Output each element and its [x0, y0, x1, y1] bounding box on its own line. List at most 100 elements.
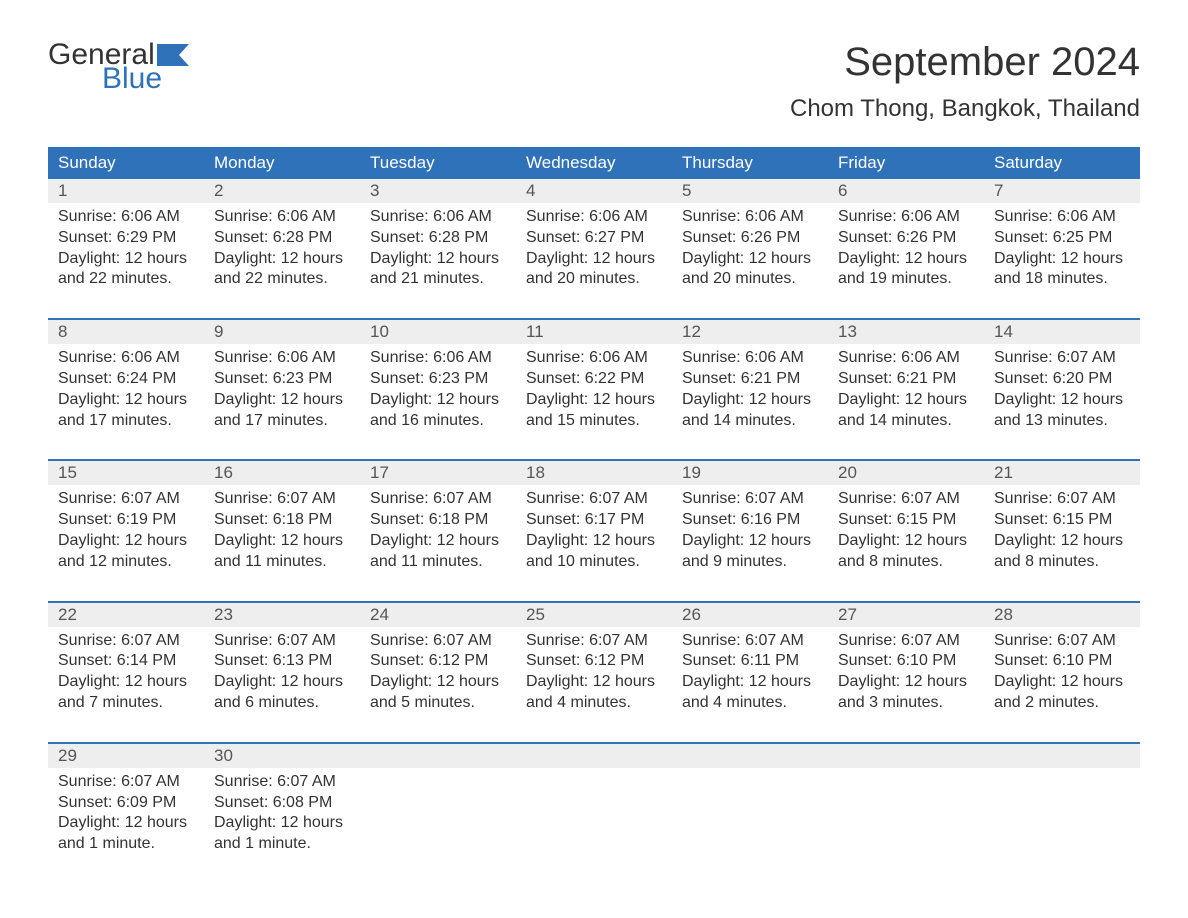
daylight-text-1: Daylight: 12 hours — [58, 531, 194, 552]
day-number-cell — [360, 743, 516, 768]
daylight-text-1: Daylight: 12 hours — [526, 249, 662, 270]
day-body-row: Sunrise: 6:07 AMSunset: 6:14 PMDaylight:… — [48, 627, 1140, 743]
sunrise-text: Sunrise: 6:07 AM — [526, 489, 662, 510]
day-detail-cell: Sunrise: 6:07 AMSunset: 6:14 PMDaylight:… — [48, 627, 204, 743]
daylight-text-1: Daylight: 12 hours — [526, 672, 662, 693]
sunrise-text: Sunrise: 6:06 AM — [58, 207, 194, 228]
sunset-text: Sunset: 6:15 PM — [838, 510, 974, 531]
day-number-row: 15161718192021 — [48, 460, 1140, 485]
day-number-row: 891011121314 — [48, 319, 1140, 344]
day-number-cell: 19 — [672, 460, 828, 485]
day-number-cell: 3 — [360, 179, 516, 203]
sunrise-text: Sunrise: 6:06 AM — [526, 207, 662, 228]
day-number-cell: 13 — [828, 319, 984, 344]
sunrise-text: Sunrise: 6:07 AM — [58, 772, 194, 793]
weekday-header: Thursday — [672, 147, 828, 179]
day-number-cell: 27 — [828, 602, 984, 627]
sunset-text: Sunset: 6:12 PM — [526, 651, 662, 672]
sunset-text: Sunset: 6:24 PM — [58, 369, 194, 390]
day-number-cell: 2 — [204, 179, 360, 203]
weekday-header: Sunday — [48, 147, 204, 179]
day-detail-cell: Sunrise: 6:07 AMSunset: 6:16 PMDaylight:… — [672, 485, 828, 601]
day-number-cell: 28 — [984, 602, 1140, 627]
daylight-text-2: and 22 minutes. — [214, 269, 350, 290]
daylight-text-2: and 10 minutes. — [526, 552, 662, 573]
daylight-text-1: Daylight: 12 hours — [838, 531, 974, 552]
day-number-cell: 9 — [204, 319, 360, 344]
daylight-text-2: and 11 minutes. — [370, 552, 506, 573]
sunrise-text: Sunrise: 6:06 AM — [682, 207, 818, 228]
sunset-text: Sunset: 6:18 PM — [370, 510, 506, 531]
sunrise-text: Sunrise: 6:07 AM — [994, 631, 1130, 652]
daylight-text-1: Daylight: 12 hours — [994, 249, 1130, 270]
day-number-cell: 20 — [828, 460, 984, 485]
weekday-header: Wednesday — [516, 147, 672, 179]
sunrise-text: Sunrise: 6:07 AM — [214, 631, 350, 652]
sunrise-text: Sunrise: 6:06 AM — [994, 207, 1130, 228]
daylight-text-2: and 5 minutes. — [370, 693, 506, 714]
daylight-text-1: Daylight: 12 hours — [994, 672, 1130, 693]
daylight-text-2: and 14 minutes. — [838, 411, 974, 432]
day-detail-cell — [828, 768, 984, 883]
day-body-row: Sunrise: 6:07 AMSunset: 6:19 PMDaylight:… — [48, 485, 1140, 601]
day-detail-cell: Sunrise: 6:07 AMSunset: 6:10 PMDaylight:… — [984, 627, 1140, 743]
day-number-row: 22232425262728 — [48, 602, 1140, 627]
day-detail-cell: Sunrise: 6:06 AMSunset: 6:27 PMDaylight:… — [516, 203, 672, 319]
day-detail-cell: Sunrise: 6:06 AMSunset: 6:29 PMDaylight:… — [48, 203, 204, 319]
daylight-text-2: and 1 minute. — [214, 834, 350, 855]
daylight-text-2: and 9 minutes. — [682, 552, 818, 573]
day-detail-cell: Sunrise: 6:06 AMSunset: 6:24 PMDaylight:… — [48, 344, 204, 460]
sunset-text: Sunset: 6:10 PM — [838, 651, 974, 672]
day-detail-cell: Sunrise: 6:07 AMSunset: 6:20 PMDaylight:… — [984, 344, 1140, 460]
daylight-text-1: Daylight: 12 hours — [838, 390, 974, 411]
daylight-text-1: Daylight: 12 hours — [214, 249, 350, 270]
day-number-cell: 10 — [360, 319, 516, 344]
day-number-cell: 6 — [828, 179, 984, 203]
calendar-table: Sunday Monday Tuesday Wednesday Thursday… — [48, 147, 1140, 883]
day-number-row: 2930 — [48, 743, 1140, 768]
daylight-text-1: Daylight: 12 hours — [526, 390, 662, 411]
sunrise-text: Sunrise: 6:06 AM — [370, 207, 506, 228]
day-detail-cell: Sunrise: 6:07 AMSunset: 6:18 PMDaylight:… — [204, 485, 360, 601]
day-number-cell: 17 — [360, 460, 516, 485]
brand-logo: General Blue — [48, 40, 189, 94]
daylight-text-1: Daylight: 12 hours — [58, 249, 194, 270]
day-number-cell: 29 — [48, 743, 204, 768]
sunrise-text: Sunrise: 6:07 AM — [838, 489, 974, 510]
sunset-text: Sunset: 6:28 PM — [214, 228, 350, 249]
daylight-text-1: Daylight: 12 hours — [838, 249, 974, 270]
daylight-text-2: and 6 minutes. — [214, 693, 350, 714]
daylight-text-2: and 13 minutes. — [994, 411, 1130, 432]
daylight-text-1: Daylight: 12 hours — [682, 672, 818, 693]
day-number-cell — [828, 743, 984, 768]
sunrise-text: Sunrise: 6:07 AM — [994, 489, 1130, 510]
day-body-row: Sunrise: 6:07 AMSunset: 6:09 PM Daylight:… — [48, 768, 1140, 883]
sunrise-text: Sunrise: 6:06 AM — [838, 348, 974, 369]
daylight-text-1: Daylight: 12 hours — [214, 672, 350, 693]
day-number-cell — [984, 743, 1140, 768]
daylight-text-1: Daylight: 12 hours — [682, 249, 818, 270]
daylight-text-2: and 20 minutes. — [526, 269, 662, 290]
day-number-cell — [516, 743, 672, 768]
day-number-cell: 25 — [516, 602, 672, 627]
sunrise-text: Sunrise: 6:07 AM — [994, 348, 1130, 369]
sunset-text: Sunset: 6:20 PM — [994, 369, 1130, 390]
day-number-cell: 12 — [672, 319, 828, 344]
weekday-header-row: Sunday Monday Tuesday Wednesday Thursday… — [48, 147, 1140, 179]
day-number-cell: 15 — [48, 460, 204, 485]
sunset-text: Sunset: 6:23 PM — [214, 369, 350, 390]
sunrise-text: Sunrise: 6:06 AM — [214, 348, 350, 369]
day-detail-cell: Sunrise: 6:06 AMSunset: 6:21 PMDaylight:… — [828, 344, 984, 460]
day-detail-cell: Sunrise: 6:07 AMSunset: 6:18 PMDaylight:… — [360, 485, 516, 601]
sunset-text: Sunset: 6:17 PM — [526, 510, 662, 531]
day-detail-cell: Sunrise: 6:06 AMSunset: 6:21 PMDaylight:… — [672, 344, 828, 460]
day-detail-cell: Sunrise: 6:06 AMSunset: 6:25 PMDaylight:… — [984, 203, 1140, 319]
sunset-text: Sunset: 6:29 PM — [58, 228, 194, 249]
sunset-text: Sunset: 6:09 PM — [58, 793, 194, 814]
daylight-text-1: Daylight: 12 hours — [370, 390, 506, 411]
daylight-text-1: Daylight: 12 hours — [214, 813, 350, 834]
day-detail-cell: Sunrise: 6:07 AMSunset: 6:19 PMDaylight:… — [48, 485, 204, 601]
sunset-text: Sunset: 6:16 PM — [682, 510, 818, 531]
sunset-text: Sunset: 6:28 PM — [370, 228, 506, 249]
day-detail-cell: Sunrise: 6:06 AMSunset: 6:28 PMDaylight:… — [360, 203, 516, 319]
